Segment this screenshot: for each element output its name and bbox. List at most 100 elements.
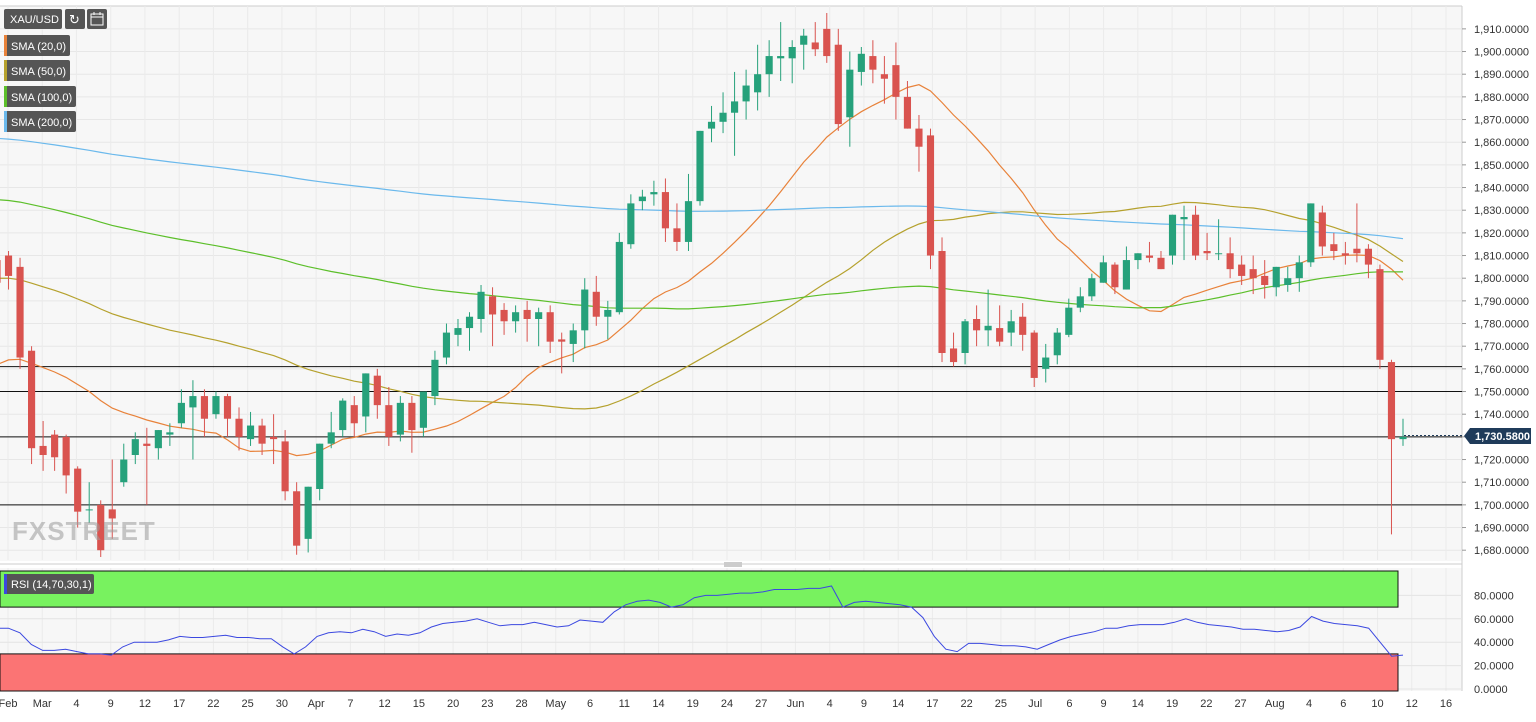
- time-tick-label: 6: [587, 698, 593, 710]
- candle: [742, 69, 750, 120]
- rsi-tick-label: 60.0000: [1474, 614, 1514, 626]
- time-tick-label: 23: [481, 698, 493, 710]
- price-tick-label: 1,860.0000: [1474, 137, 1529, 149]
- refresh-button[interactable]: [65, 9, 85, 29]
- candle: [235, 407, 243, 451]
- candle-body: [1249, 269, 1257, 279]
- candle: [51, 430, 59, 471]
- price-tick-label: 1,750.0000: [1474, 387, 1529, 399]
- candle-body: [661, 192, 669, 229]
- candle-body: [1007, 321, 1015, 333]
- indicator-sma-20[interactable]: SMA (20,0): [4, 35, 70, 56]
- candle: [961, 319, 969, 365]
- last-price-tag: 1,730.5800: [1464, 428, 1531, 444]
- time-tick-label: Aug: [1265, 698, 1285, 710]
- candle: [1053, 328, 1061, 365]
- time-tick-label: 14: [1132, 698, 1144, 710]
- candle-body: [97, 504, 105, 551]
- candle: [823, 13, 831, 63]
- candle: [454, 319, 462, 347]
- calendar-button[interactable]: [87, 9, 107, 29]
- plot-background: [0, 6, 1462, 561]
- candle-body: [477, 291, 485, 319]
- candle-body: [200, 396, 209, 419]
- candle: [696, 130, 704, 206]
- time-axis-background: [0, 691, 1536, 722]
- candle: [108, 459, 116, 539]
- candle-body: [1180, 217, 1188, 220]
- candle-body: [120, 459, 128, 483]
- candle-body: [1399, 436, 1407, 440]
- candle: [684, 173, 693, 251]
- candle: [166, 423, 174, 446]
- candle-body: [258, 425, 266, 444]
- time-tick-label: 20: [447, 698, 459, 710]
- price-tick-label: 1,760.0000: [1474, 364, 1529, 376]
- candle-body: [350, 405, 358, 424]
- refresh-icon: ↻: [69, 13, 80, 28]
- candle-body: [1076, 296, 1084, 308]
- symbol-header: XAU/USD ↻: [4, 9, 107, 29]
- candle: [1019, 303, 1027, 351]
- candle-body: [1307, 203, 1315, 263]
- indicator-sma-200[interactable]: SMA (200,0): [4, 111, 76, 132]
- pane-resize-handle[interactable]: [724, 562, 742, 567]
- candle: [0, 260, 1, 283]
- candle: [316, 443, 324, 501]
- candle-body: [385, 405, 393, 437]
- candle: [1330, 232, 1338, 261]
- candle-body: [1157, 257, 1165, 270]
- candle: [350, 396, 358, 437]
- rsi-zones: [0, 570, 1399, 692]
- candle: [880, 56, 888, 104]
- candle: [535, 307, 543, 347]
- candle-body: [673, 228, 681, 242]
- candle: [270, 414, 278, 465]
- candle: [408, 396, 416, 453]
- candle-body: [1053, 332, 1061, 356]
- indicator-sma-100-box: [4, 86, 76, 107]
- candle-body: [177, 402, 185, 424]
- candle-body: [223, 396, 232, 419]
- candle: [592, 275, 600, 326]
- candle: [1376, 264, 1384, 369]
- candle-body: [903, 96, 912, 129]
- candle: [1203, 232, 1211, 261]
- candle: [581, 278, 589, 349]
- candle: [731, 71, 739, 156]
- candle: [189, 380, 197, 460]
- indicator-rsi[interactable]: RSI (14,70,30,1): [4, 574, 94, 594]
- time-tick-label: 14: [892, 698, 904, 710]
- candle: [281, 430, 289, 501]
- candle: [500, 303, 508, 335]
- last-price-box: [1464, 428, 1531, 444]
- candle-body: [915, 128, 923, 147]
- candle: [1318, 205, 1326, 256]
- time-tick-label: 4: [73, 698, 79, 710]
- candle: [1238, 255, 1246, 285]
- candle: [615, 232, 623, 315]
- price-tick-label: 1,740.0000: [1474, 409, 1529, 421]
- candle: [1399, 418, 1407, 446]
- candle: [996, 305, 1004, 347]
- price-tick-label: 1,820.0000: [1474, 228, 1529, 240]
- candle: [1249, 255, 1257, 295]
- indicator-sma-100[interactable]: SMA (100,0): [4, 86, 76, 107]
- time-tick-label: 7: [347, 698, 353, 710]
- indicator-sma-50[interactable]: SMA (50,0): [4, 60, 70, 81]
- candle-body: [880, 74, 888, 79]
- symbol-tag[interactable]: [4, 9, 62, 29]
- indicator-sma-20-swatch: [4, 35, 7, 56]
- candle: [1030, 330, 1038, 387]
- candle: [1180, 205, 1188, 261]
- candle-body: [212, 396, 220, 415]
- time-tick-label: 16: [1440, 698, 1452, 710]
- candle: [212, 391, 220, 419]
- candle: [1341, 241, 1349, 265]
- time-tick-label: 14: [652, 698, 664, 710]
- rsi-line: [0, 585, 1404, 657]
- candle-body: [592, 291, 600, 317]
- candle: [465, 312, 474, 351]
- candle: [1191, 205, 1200, 261]
- price-tick-label: 1,830.0000: [1474, 205, 1529, 217]
